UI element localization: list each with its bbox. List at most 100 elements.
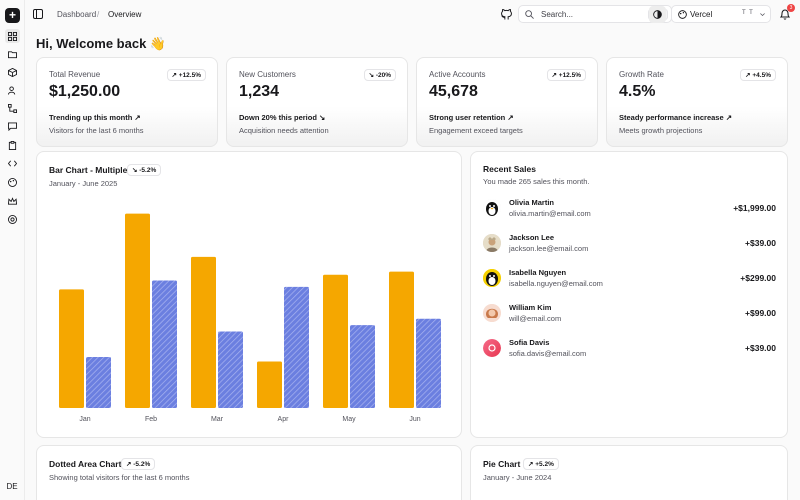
pie-chart-card: Pie Chart ↗ +5.2% January - June 2024 <box>470 445 788 500</box>
area-chart-title: Dotted Area Chart <box>49 459 122 469</box>
customer-email: will@email.com <box>509 314 562 323</box>
logo-icon <box>483 339 501 357</box>
bar-apr-series-1[interactable] <box>257 361 282 408</box>
bar-jun-series-2[interactable] <box>416 318 441 408</box>
stat-trend: Steady performance increase ↗ <box>619 113 733 122</box>
welcome-heading: Hi, Welcome back 👋 <box>36 36 167 51</box>
clipboard-icon[interactable] <box>5 138 20 152</box>
palette-icon <box>678 10 687 19</box>
team-shortcut: T T <box>742 10 754 16</box>
list-item[interactable]: Sofia Davis sofia.davis@email.com +$39.0… <box>483 337 776 361</box>
customer-name: Jackson Lee <box>509 233 555 242</box>
chevron-down-icon <box>760 13 765 17</box>
bar-may-series-1[interactable] <box>323 274 348 408</box>
x-tick-label: Apr <box>278 416 290 423</box>
user-avatar[interactable]: DE <box>6 482 18 491</box>
notification-badge: 3 <box>787 4 795 12</box>
sidebar-toggle-icon[interactable] <box>33 9 43 19</box>
list-item[interactable]: Isabella Nguyen isabella.nguyen@email.co… <box>483 267 776 291</box>
x-tick-label: Feb <box>145 416 157 423</box>
bar-jun-series-1[interactable] <box>389 271 414 408</box>
bar-jan-series-1[interactable] <box>59 289 84 408</box>
workflow-icon[interactable] <box>5 101 20 115</box>
stat-label: Active Accounts <box>429 70 486 79</box>
stat-value: 1,234 <box>239 83 280 100</box>
bar-chart: Jan Feb Mar Apr May Jun <box>59 213 441 423</box>
stat-card-active-accounts: Active Accounts ↗ +12.5% 45,678 Strong u… <box>416 57 598 147</box>
folder-icon[interactable] <box>5 47 20 61</box>
bar-may-series-2[interactable] <box>350 325 375 408</box>
bar-feb-series-2[interactable] <box>152 280 177 409</box>
stat-badge: ↗ +12.5% <box>546 69 586 81</box>
customer-email: isabella.nguyen@email.com <box>509 279 603 288</box>
top-bar: Dashboard / Overview Search... ⌘ K Verce… <box>25 0 800 29</box>
stat-card-growth-rate: Growth Rate ↗ +4.5% 4.5% Steady performa… <box>606 57 788 147</box>
sale-amount: +$99.00 <box>745 308 776 318</box>
crown-icon[interactable] <box>5 194 20 208</box>
bar-feb-series-1[interactable] <box>125 213 150 408</box>
stat-value: 45,678 <box>429 83 478 100</box>
customer-email: olivia.martin@email.com <box>509 209 591 218</box>
breadcrumb-separator: / <box>97 10 100 19</box>
stat-badge: ↘ -20% <box>363 69 396 81</box>
list-item[interactable]: William Kim will@email.com +$99.00 <box>483 302 776 326</box>
users-icon[interactable] <box>5 83 20 97</box>
list-item[interactable]: Olivia Martin olivia.martin@email.com +$… <box>483 197 776 221</box>
x-tick-label: Jan <box>79 416 90 423</box>
x-tick-label: Mar <box>211 416 224 423</box>
search-placeholder: Search... <box>541 10 574 19</box>
penguin-icon <box>483 199 501 217</box>
dashboard-icon[interactable] <box>5 29 20 43</box>
area-chart-badge: ↗ -5.2% <box>121 458 156 470</box>
customer-name: Sofia Davis <box>509 338 550 347</box>
box-icon[interactable] <box>5 65 20 79</box>
breadcrumb-overview: Overview <box>108 10 142 19</box>
stat-trend: Down 20% this period ↘ <box>239 113 326 122</box>
stat-label: Total Revenue <box>49 70 101 79</box>
sale-amount: +$299.00 <box>740 273 776 283</box>
pie-chart-title: Pie Chart <box>483 459 521 469</box>
stat-subtext: Visitors for the last 6 months <box>49 126 144 135</box>
message-icon[interactable] <box>5 119 20 133</box>
person-icon <box>483 234 501 252</box>
sale-amount: +$39.00 <box>745 343 776 353</box>
sale-amount: +$1,999.00 <box>733 203 776 213</box>
recent-sales-card: Recent Sales You made 265 sales this mon… <box>470 151 788 438</box>
team-switcher[interactable]: Vercel T T <box>671 5 771 23</box>
contrast-icon <box>653 10 662 19</box>
recent-sales-subtitle: You made 265 sales this month. <box>483 177 590 186</box>
stat-card-total-revenue: Total Revenue ↗ +12.5% $1,250.00 Trendin… <box>36 57 218 147</box>
bar-mar-series-2[interactable] <box>218 331 243 409</box>
new-item-button[interactable]: + <box>5 8 20 23</box>
customer-email: sofia.davis@email.com <box>509 349 587 358</box>
list-item[interactable]: Jackson Lee jackson.lee@email.com +$39.0… <box>483 232 776 256</box>
stat-label: Growth Rate <box>619 70 664 79</box>
bar-jan-series-2[interactable] <box>86 357 111 408</box>
sale-amount: +$39.00 <box>745 238 776 248</box>
pie-chart-subtitle: January - June 2024 <box>483 473 552 482</box>
penguin-icon <box>483 269 501 287</box>
globe-icon[interactable] <box>5 212 20 226</box>
area-chart-subtitle: Showing total visitors for the last 6 mo… <box>49 473 190 482</box>
bar-chart-badge: ↘ -5.2% <box>127 164 162 176</box>
customer-name: Isabella Nguyen <box>509 268 567 277</box>
stat-trend: Strong user retention ↗ <box>429 113 514 122</box>
github-icon[interactable] <box>501 9 512 20</box>
x-tick-label: May <box>342 416 356 423</box>
customer-name: Olivia Martin <box>509 198 555 207</box>
stat-badge: ↗ +4.5% <box>740 69 776 81</box>
bar-chart-subtitle: January - June 2025 <box>49 179 118 188</box>
bar-apr-series-2[interactable] <box>284 286 309 408</box>
code-icon[interactable] <box>5 156 20 170</box>
pie-chart-badge: ↗ +5.2% <box>523 458 559 470</box>
palette-icon[interactable] <box>5 175 20 189</box>
sidebar: + DE <box>0 0 25 500</box>
breadcrumb-dashboard[interactable]: Dashboard <box>57 10 97 19</box>
recent-sales-title: Recent Sales <box>483 164 536 174</box>
bell-icon[interactable] <box>780 9 790 20</box>
stat-subtext: Acquisition needs attention <box>239 126 329 135</box>
bar-chart-title: Bar Chart - Multiple <box>49 165 128 175</box>
theme-toggle-button[interactable] <box>649 6 666 23</box>
x-tick-label: Jun <box>409 416 420 423</box>
bar-mar-series-1[interactable] <box>191 256 216 408</box>
